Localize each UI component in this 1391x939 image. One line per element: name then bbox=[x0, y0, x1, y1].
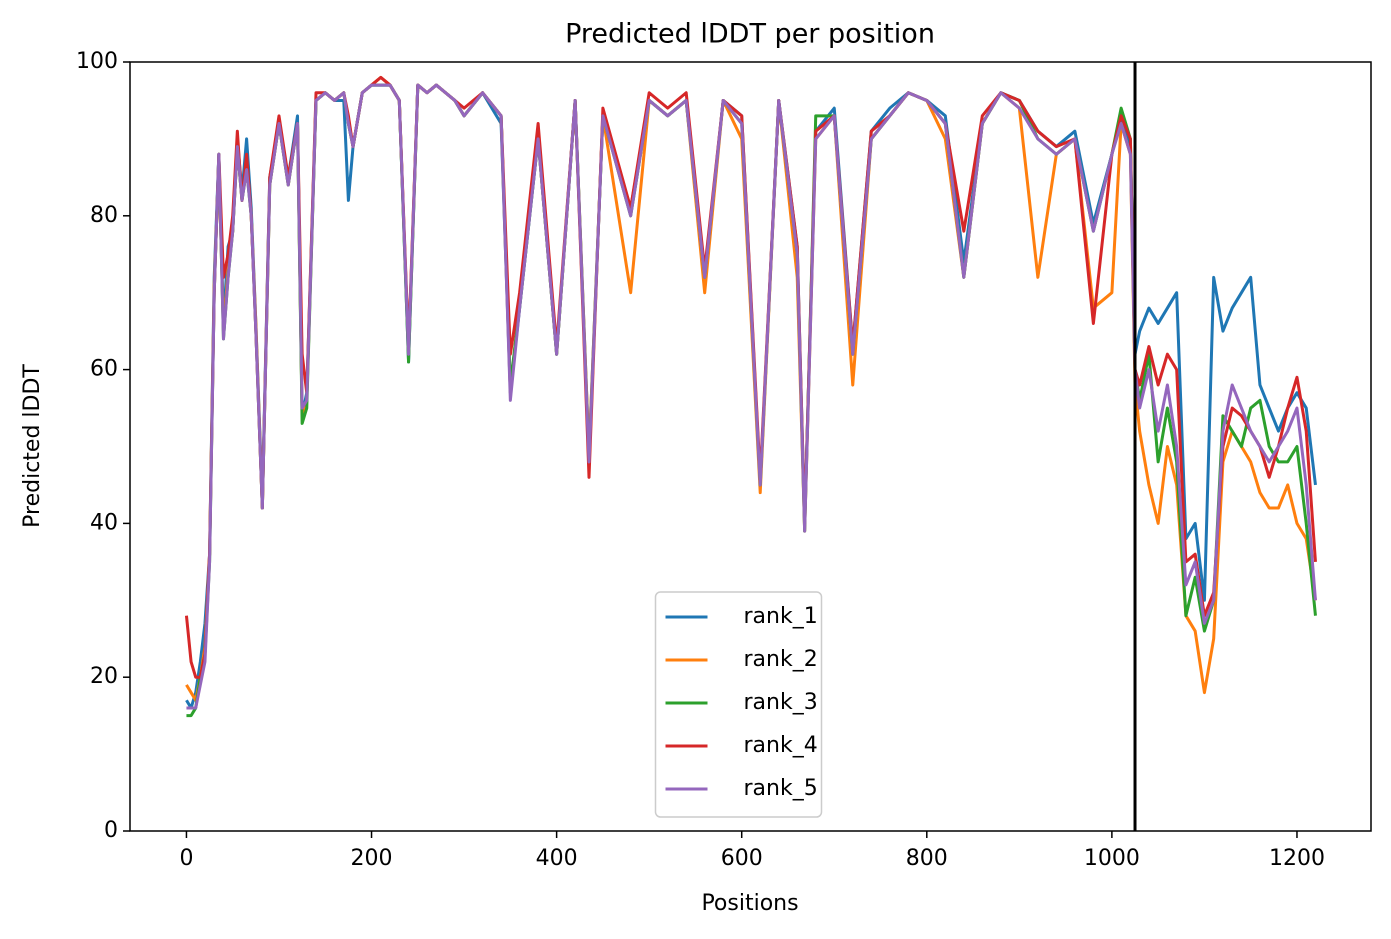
x-tick-label: 0 bbox=[179, 846, 193, 871]
plot-frame bbox=[129, 61, 1372, 832]
legend-label: rank_2 bbox=[744, 647, 818, 672]
x-tick-label: 200 bbox=[351, 846, 393, 871]
x-axis-label: Positions bbox=[701, 891, 798, 916]
legend-label: rank_1 bbox=[744, 604, 818, 629]
x-tick-label: 400 bbox=[536, 846, 578, 871]
y-tick-label: 20 bbox=[90, 664, 118, 689]
chart-title: Predicted lDDT per position bbox=[565, 19, 935, 50]
legend-label: rank_5 bbox=[744, 776, 818, 801]
y-tick-label: 60 bbox=[90, 357, 118, 382]
legend-label: rank_3 bbox=[744, 690, 818, 715]
y-tick-label: 0 bbox=[104, 818, 118, 843]
legend-box bbox=[654, 591, 823, 818]
x-tick-label: 1200 bbox=[1269, 846, 1325, 871]
series-line bbox=[186, 83, 1317, 710]
y-tick-label: 40 bbox=[90, 510, 118, 535]
x-tick-label: 1000 bbox=[1084, 846, 1140, 871]
y-tick-label: 80 bbox=[90, 203, 118, 228]
x-tick-label: 800 bbox=[906, 846, 948, 871]
legend-label: rank_4 bbox=[744, 733, 818, 758]
y-tick-label: 100 bbox=[76, 49, 118, 74]
x-tick-label: 600 bbox=[721, 846, 763, 871]
y-axis-label: Predicted lDDT bbox=[20, 364, 45, 528]
